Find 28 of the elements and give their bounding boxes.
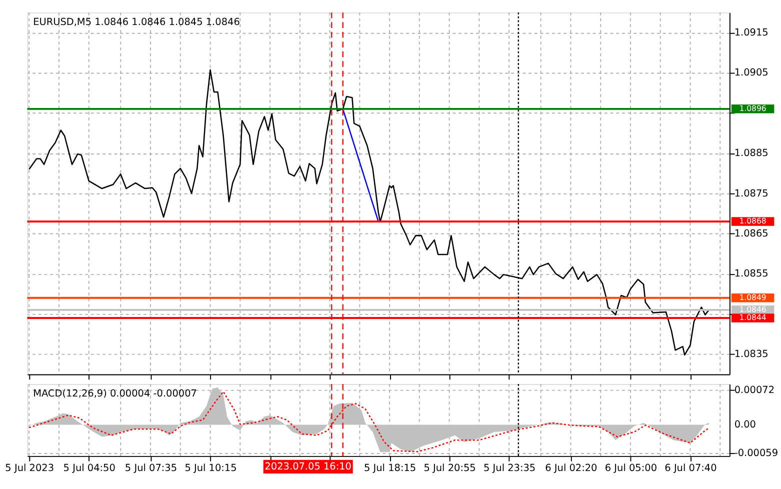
text: 2023.07.05 16:10 <box>264 462 352 473</box>
x-tick-label: 6 Jul 05:00 <box>604 463 658 474</box>
ref-line-label: 1.0849 <box>739 292 766 302</box>
text: MACD(12,26,9) 0.00004 -0.00007 <box>33 388 197 400</box>
chart-title: EURUSD,M5 1.0846 1.0846 1.0845 1.0846 <box>33 17 240 28</box>
x-tick-label: 6 Jul 07:40 <box>664 463 717 474</box>
ref-line-label: 1.0846 <box>739 304 766 314</box>
x-tick-label: 5 Jul 23:35 <box>484 463 536 474</box>
y-tick-label: 1.0865 <box>734 228 768 240</box>
x-tick-label: 6 Jul 02:20 <box>545 463 598 474</box>
y-tick-label: 1.0885 <box>734 148 768 160</box>
x-tick-label: 5 Jul 10:15 <box>184 463 237 474</box>
y-tick-label: 1.0875 <box>734 188 768 200</box>
y-tick-label: 0.00072 <box>734 385 775 396</box>
x-tick-label: 5 Jul 04:50 <box>63 463 116 474</box>
x-tick-label: 5 Jul 07:35 <box>124 463 178 474</box>
x-tick-label: 5 Jul 20:55 <box>424 463 476 474</box>
y-tick-label: 1.0915 <box>734 27 768 38</box>
x-tick-label: 5 Jul 18:15 <box>364 463 416 474</box>
y-tick-label: 0.00 <box>734 420 756 431</box>
ref-line-label: 1.0844 <box>739 312 766 322</box>
y-tick-label: -0.00059 <box>734 448 778 459</box>
ref-line-label: 1.0896 <box>739 104 766 113</box>
x-tick-label: 5 Jul 2023 <box>5 463 54 474</box>
y-tick-label: 1.0855 <box>734 268 768 280</box>
y-tick-label: 1.0835 <box>734 349 768 360</box>
ref-line-label: 1.0868 <box>739 216 766 226</box>
y-tick-label: 1.0905 <box>734 68 768 79</box>
